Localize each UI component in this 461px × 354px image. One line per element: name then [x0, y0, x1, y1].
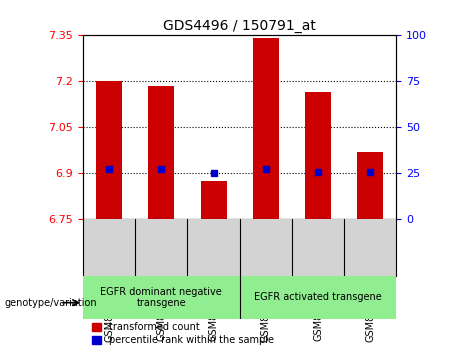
Bar: [96, 81, 122, 219]
Title: GDS4496 / 150791_at: GDS4496 / 150791_at: [163, 19, 316, 33]
Bar: [253, 39, 279, 219]
Text: genotype/variation: genotype/variation: [5, 298, 97, 308]
Bar: [305, 92, 331, 219]
Text: EGFR activated transgene: EGFR activated transgene: [254, 292, 382, 302]
Bar: [357, 152, 384, 219]
Text: EGFR dominant negative
transgene: EGFR dominant negative transgene: [100, 286, 222, 308]
Bar: [148, 86, 174, 219]
Legend: transformed count, percentile rank within the sample: transformed count, percentile rank withi…: [88, 319, 278, 349]
Bar: [201, 181, 227, 219]
